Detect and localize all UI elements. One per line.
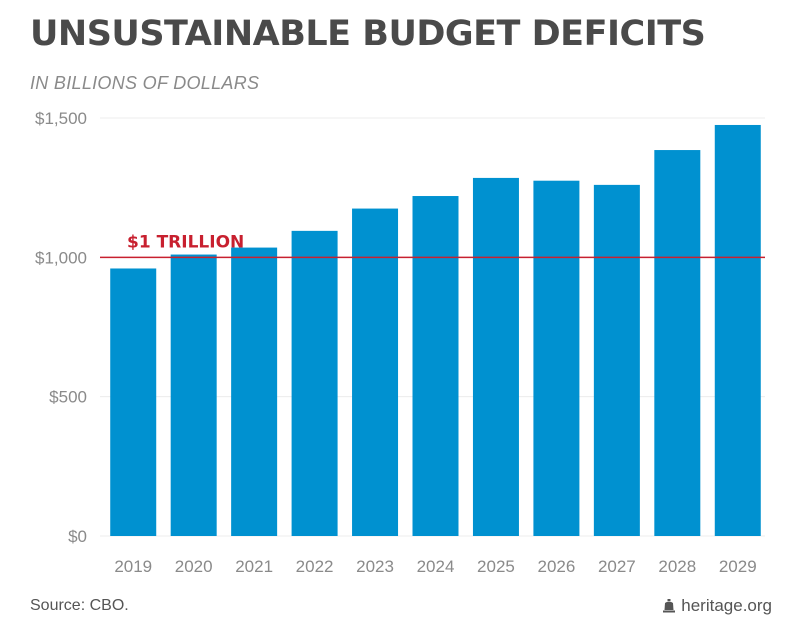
brand-link[interactable]: heritage.org [663, 596, 772, 616]
brand-label: heritage.org [681, 596, 772, 615]
bar-chart: $0 $500 $1,000 $1,500 2019 2020 2021 2022 2023 20… [35, 109, 765, 576]
x-tick-label: 2020 [175, 557, 213, 576]
x-tick-label: 2022 [296, 557, 334, 576]
bar [472, 177, 519, 536]
bar [654, 150, 701, 536]
x-tick-label: 2029 [719, 557, 757, 576]
chart-subtitle: IN BILLIONS OF DOLLARS [30, 73, 260, 93]
chart-title: UNSUSTAINABLE BUDGET DEFICITS [30, 14, 706, 54]
y-tick-label: $1,500 [35, 109, 87, 128]
bar [291, 230, 338, 537]
bar [110, 268, 157, 536]
bar [714, 124, 761, 536]
bar [412, 196, 459, 536]
reference-line-label: $1 TRILLION [127, 232, 244, 252]
bar [593, 184, 640, 536]
bar [170, 254, 217, 536]
y-tick-label: $500 [49, 388, 87, 407]
bar [533, 180, 580, 536]
x-tick-label: 2026 [537, 557, 575, 576]
x-tick-label: 2025 [477, 557, 515, 576]
x-tick-label: 2024 [417, 557, 455, 576]
x-tick-label: 2023 [356, 557, 394, 576]
y-tick-label: $1,000 [35, 248, 87, 267]
y-tick-label: $0 [68, 527, 87, 546]
heritage-bell-icon [663, 599, 676, 613]
x-tick-label: 2021 [235, 557, 273, 576]
source-note: Source: CBO. [30, 597, 129, 614]
x-tick-label: 2028 [658, 557, 696, 576]
x-tick-label: 2019 [114, 557, 152, 576]
x-tick-label: 2027 [598, 557, 636, 576]
bar [231, 247, 278, 536]
bar [352, 208, 399, 537]
